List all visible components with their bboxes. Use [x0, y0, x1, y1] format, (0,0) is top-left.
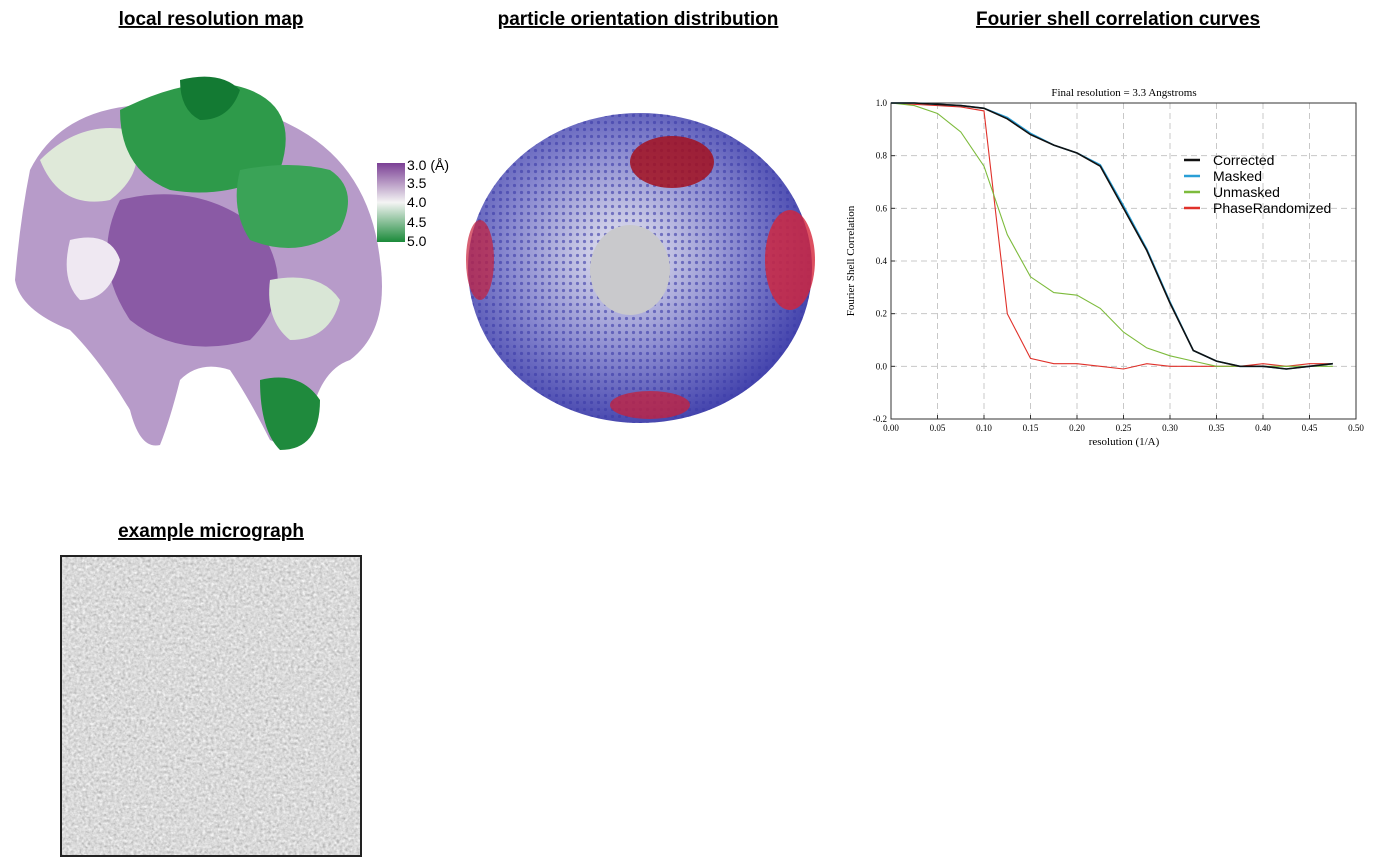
- colorbar-label: 3.0 (Å): [407, 157, 449, 173]
- x-tick-label: 0.40: [1255, 423, 1271, 433]
- x-tick-label: 0.30: [1162, 423, 1178, 433]
- colorbar-label: 3.5: [407, 175, 427, 191]
- x-axis-label: resolution (1/A): [1089, 436, 1160, 448]
- x-tick-label: 0.25: [1116, 423, 1132, 433]
- colorbar-label: 4.5: [407, 214, 427, 230]
- fsc-line: [891, 103, 1333, 369]
- panel-title: local resolution map: [119, 9, 304, 30]
- micrograph: [61, 556, 361, 856]
- density-map: [15, 77, 382, 450]
- orientation-sphere: [466, 113, 815, 423]
- y-tick-label: 0.4: [876, 256, 888, 266]
- chart-title: Final resolution = 3.3 Angstroms: [1051, 87, 1196, 99]
- legend-label: Masked: [1213, 168, 1262, 184]
- fsc-chart: Final resolution = 3.3 Angstroms resolut…: [845, 87, 1197, 448]
- x-tick-label: 0.45: [1302, 423, 1318, 433]
- legend-label: PhaseRandomized: [1213, 200, 1331, 216]
- y-tick-label: 0.6: [876, 203, 888, 213]
- panel-title: Fourier shell correlation curves: [976, 9, 1260, 30]
- x-tick-label: 0.20: [1069, 423, 1085, 433]
- legend-label: Corrected: [1213, 152, 1274, 168]
- x-tick-label: 0.50: [1348, 423, 1364, 433]
- fsc-line: [891, 103, 1333, 366]
- y-tick-label: 1.0: [876, 98, 888, 108]
- x-tick-label: 0.15: [1023, 423, 1039, 433]
- x-tick-label: 0.00: [883, 423, 899, 433]
- page: local resolution map particle orientatio…: [0, 0, 1381, 858]
- fsc-line: [891, 103, 1333, 369]
- x-tick-label: 0.05: [930, 423, 946, 433]
- panel-title: particle orientation distribution: [498, 9, 779, 30]
- fsc-line: [891, 103, 1333, 369]
- figure: local resolution map particle orientatio…: [0, 0, 1381, 858]
- legend-label: Unmasked: [1213, 184, 1280, 200]
- x-tick-label: 0.35: [1209, 423, 1225, 433]
- y-tick-label: 0.2: [876, 309, 887, 319]
- y-axis-label: Fourier Shell Correlation: [845, 205, 857, 316]
- y-tick-label: 0.8: [876, 151, 888, 161]
- colorbar: [377, 163, 405, 242]
- panel-title: example micrograph: [118, 521, 304, 542]
- colorbar-label: 4.0: [407, 194, 427, 210]
- x-tick-label: 0.10: [976, 423, 992, 433]
- colorbar-label: 5.0: [407, 233, 427, 249]
- y-tick-label: 0.0: [876, 361, 888, 371]
